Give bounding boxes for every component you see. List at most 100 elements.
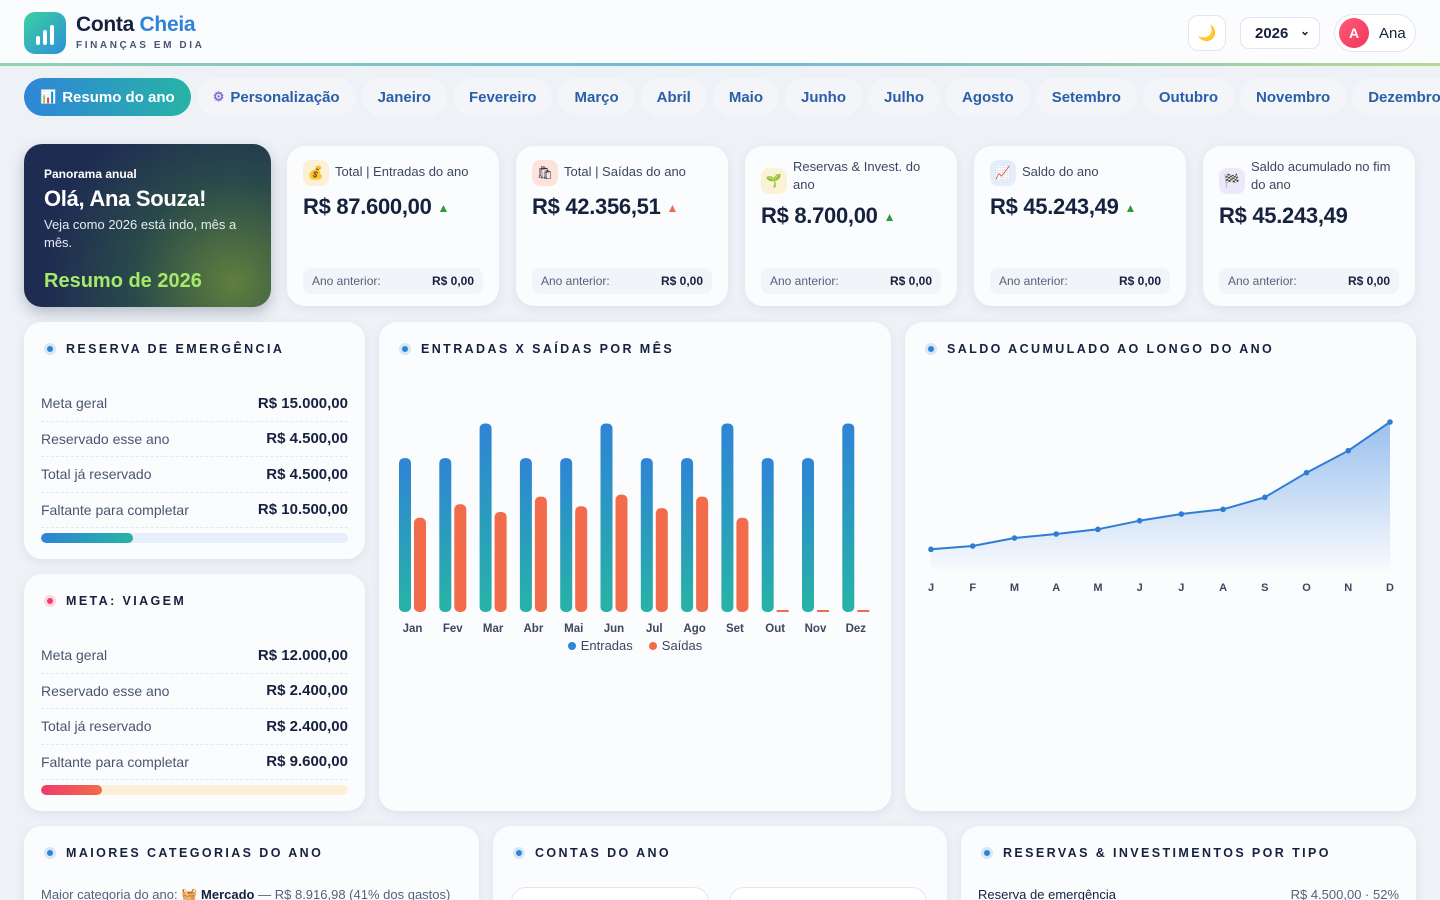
legend-item-saidas[interactable]: Saídas <box>648 638 702 653</box>
bar-chart: Jan Fev Mar Abr Mai Jun Jul Ago Set Out Nov Dez <box>399 423 870 635</box>
x-tick-label: Jun <box>604 623 624 635</box>
row-label: Meta geral <box>41 395 108 412</box>
prev-value: R$ 0,00 <box>1118 274 1161 288</box>
reserves-by-type-card: RESERVAS & INVESTIMENTOS POR TIPO Reserv… <box>961 826 1416 900</box>
month-tabs: 📊 Resumo do ano ⚙ Personalização Janeiro F… <box>24 78 1440 116</box>
bar-saidas-abr <box>534 496 547 612</box>
x-tick-label: S <box>1261 582 1268 594</box>
kpi-previous-year: Ano anterior: R$ 0,00 <box>1219 268 1399 294</box>
brand-tagline: FINANÇAS EM DIA <box>76 40 205 51</box>
tab-dezembro[interactable]: Dezembro <box>1352 78 1440 116</box>
data-point <box>1387 419 1393 425</box>
trend-up-icon: ▲ <box>666 201 679 215</box>
data-point <box>1011 535 1018 541</box>
kpi-value: R$ 45.243,49 ▲ <box>990 194 1137 219</box>
x-tick-label: Abr <box>523 623 543 635</box>
bullet-dot-icon <box>981 847 993 859</box>
bar-saidas-mai <box>575 506 588 612</box>
x-tick-label: Dez <box>846 623 867 635</box>
panel-title: ENTRADAS X SAÍDAS POR MÊS <box>399 342 674 356</box>
prev-label: Ano anterior: <box>312 274 381 288</box>
tab-label: Outubro <box>1158 88 1219 106</box>
theme-toggle-button[interactable]: 🌙 <box>1188 15 1226 51</box>
bar-entradas-set <box>721 423 734 612</box>
kpi-label: Saldo do ano <box>1022 164 1099 179</box>
row-value: R$ 4.500,00 · 52% <box>1290 887 1399 900</box>
data-point <box>1345 447 1352 454</box>
bar-entradas-mai <box>560 458 573 612</box>
tab-label: Maio <box>728 88 764 106</box>
tab-marco[interactable]: Março <box>558 78 635 116</box>
bar-entradas-jul <box>640 458 653 612</box>
tab-junho[interactable]: Junho <box>785 78 863 116</box>
app-header: Conta Cheia FINANÇAS EM DIA 🌙 2026 ⌄ A An… <box>0 0 1440 64</box>
x-tick-label: J <box>1178 582 1184 594</box>
bullet-dot-icon <box>44 343 56 355</box>
x-tick-label: A <box>1219 582 1227 594</box>
bullet-dot-icon <box>513 847 525 859</box>
user-menu[interactable]: A Ana <box>1334 14 1416 52</box>
year-select[interactable]: 2026 ⌄ <box>1240 17 1320 49</box>
tab-label: Resumo do ano <box>62 88 175 106</box>
trend-up-icon: ▲ <box>437 201 450 215</box>
row-value: R$ 12.000,00 <box>257 646 348 664</box>
prev-value: R$ 0,00 <box>660 274 703 288</box>
tab-setembro[interactable]: Setembro <box>1035 78 1137 116</box>
kpi-value: R$ 42.356,51 ▲ <box>532 194 679 219</box>
x-tick-label: N <box>1344 582 1352 594</box>
account-chip[interactable] <box>729 887 927 900</box>
hero-subtitle: Veja como 2026 está indo, mês a mês. <box>44 217 237 250</box>
trend-chart-icon: 📈 <box>990 160 1016 186</box>
progress-fill <box>41 785 103 795</box>
gear-icon: ⚙ <box>212 89 225 104</box>
kpi-card-reservas: 🌱 Reservas & Invest. do ano R$ 8.700,00 ▲… <box>745 146 957 306</box>
tab-personalizacao[interactable]: ⚙ Personalização <box>196 78 356 116</box>
bar-entradas-abr <box>519 458 532 612</box>
bullet-dot-icon <box>44 847 56 859</box>
hero-summary: Resumo de 2026 <box>44 270 202 292</box>
tab-novembro[interactable]: Novembro <box>1240 78 1347 116</box>
kpi-label: Reservas & Invest. do ano <box>793 159 921 192</box>
tab-agosto[interactable]: Agosto <box>946 78 1030 116</box>
list-item: Meta geral R$ 15.000,00 <box>41 386 348 422</box>
prev-label: Ano anterior: <box>770 274 839 288</box>
tab-resumo-do-ano[interactable]: 📊 Resumo do ano <box>24 78 191 116</box>
tab-label: Julho <box>884 88 925 106</box>
x-tick-label: Nov <box>805 623 827 635</box>
bar-entradas-nov <box>802 458 814 612</box>
tab-julho[interactable]: Julho <box>868 78 941 116</box>
tab-label: Janeiro <box>377 88 431 106</box>
tab-label: Junho <box>801 88 847 106</box>
tab-fevereiro[interactable]: Fevereiro <box>452 78 553 116</box>
kpi-card-entradas: 💰 Total | Entradas do ano R$ 87.600,00 ▲ … <box>287 146 499 306</box>
account-chip[interactable] <box>511 887 709 900</box>
row-label: Total já reservado <box>41 466 152 483</box>
travel-progress-bar <box>41 785 348 795</box>
row-value: R$ 2.400,00 <box>266 717 348 735</box>
panel-title: MAIORES CATEGORIAS DO ANO <box>44 846 323 860</box>
app-logo <box>24 12 66 54</box>
tab-abril[interactable]: Abril <box>640 78 707 116</box>
kpi-value: R$ 87.600,00 ▲ <box>303 194 450 219</box>
tab-maio[interactable]: Maio <box>712 78 780 116</box>
data-point <box>1303 469 1310 476</box>
emergency-reserve-card: RESERVA DE EMERGÊNCIA Meta geral R$ 15.00… <box>24 322 365 559</box>
data-point <box>1053 531 1059 537</box>
prev-label: Ano anterior: <box>999 274 1068 288</box>
avatar: A <box>1339 18 1369 48</box>
row-label: Reserva de emergência <box>978 887 1117 900</box>
seedling-icon: 🌱 <box>761 168 787 194</box>
x-tick-label: J <box>928 582 934 594</box>
tab-janeiro[interactable]: Janeiro <box>361 78 447 116</box>
kpi-card-saidas: 🛍 Total | Saídas do ano R$ 42.356,51 ▲ An… <box>516 146 728 306</box>
bar-entradas-jun <box>600 423 613 612</box>
tab-label: Personalização <box>230 88 340 106</box>
row-label: Reservado esse ano <box>41 430 170 447</box>
kpi-previous-year: Ano anterior: R$ 0,00 <box>761 268 941 294</box>
x-tick-label: M <box>1093 582 1102 594</box>
saldo-acumulado-chart-card: SALDO ACUMULADO AO LONGO DO ANO J F M A M J J A… <box>905 322 1416 811</box>
panel-title: RESERVA DE EMERGÊNCIA <box>44 342 284 356</box>
basket-icon: 🧺 <box>181 887 198 900</box>
legend-item-entradas[interactable]: Entradas <box>567 638 633 653</box>
tab-outubro[interactable]: Outubro <box>1142 78 1235 116</box>
